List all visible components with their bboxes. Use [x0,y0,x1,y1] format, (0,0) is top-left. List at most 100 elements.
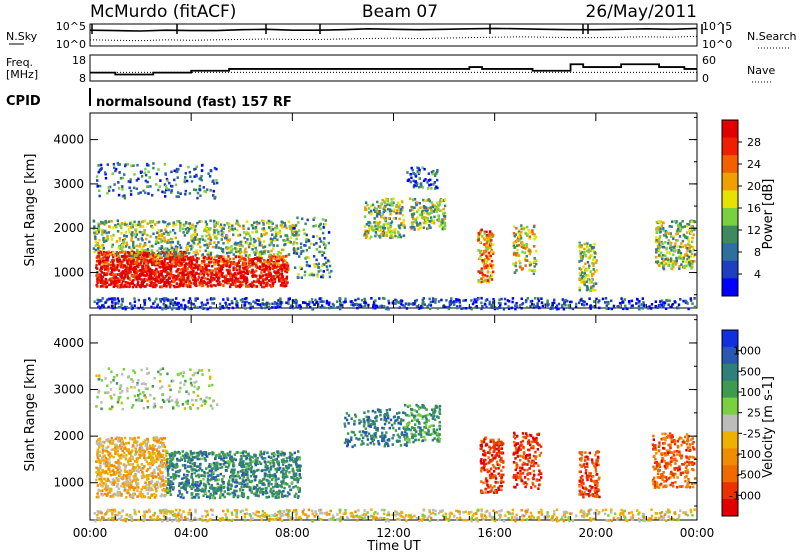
data-cell [190,247,193,251]
data-cell [400,223,403,227]
data-cell [488,276,492,279]
data-cell [119,284,122,287]
data-cell [289,225,293,228]
data-cell [254,253,257,256]
data-cell [657,240,660,244]
data-cell [500,297,503,301]
data-cell [419,306,422,310]
data-cell [412,185,416,189]
data-cell [180,254,183,257]
data-cell [133,300,137,303]
data-cell [133,173,136,176]
data-cell [689,227,692,231]
data-cell [214,284,217,287]
data-cell [243,249,247,253]
data-cell [209,169,212,172]
data-cell [424,178,427,181]
data-cell [239,270,242,273]
data-cell [272,247,275,250]
data-cell [481,235,484,238]
data-cell [104,462,107,466]
data-cell [490,303,493,307]
data-cell [403,224,406,227]
data-cell [121,297,124,301]
data-cell [111,448,115,451]
data-cell [491,252,495,255]
data-cell [192,278,195,282]
noise-series-line [89,27,698,32]
data-cell [151,220,155,223]
data-cell [237,280,240,283]
data-cell [168,260,172,263]
data-cell [262,262,265,266]
data-cell [188,192,192,195]
data-cell [485,265,488,268]
data-cell [218,281,221,284]
data-cell [583,283,586,287]
data-cell [302,301,305,304]
data-cell [480,307,483,311]
data-cell [156,263,160,267]
data-cell [141,266,144,270]
data-cell [238,244,241,248]
data-cell [141,271,144,275]
data-cell [370,204,373,208]
data-cell [104,483,108,486]
data-cell [527,248,531,251]
data-cell [323,243,326,246]
data-cell [511,297,515,300]
data-cell [234,241,237,245]
data-cell [282,284,285,288]
data-cell [114,224,117,227]
data-cell [287,302,290,306]
data-cell [112,162,116,166]
data-cell [664,232,667,236]
data-cell [367,229,371,233]
data-cell [178,220,181,223]
data-cell [662,233,666,237]
data-cell [139,285,142,289]
data-cell [106,477,109,481]
data-cell [127,441,130,445]
data-cell [116,263,119,267]
data-cell [152,162,155,165]
data-cell [222,255,225,259]
data-cell [409,302,412,306]
data-cell [236,221,239,224]
freq-right-tick: 0 [702,72,709,85]
data-cell [285,277,288,280]
data-cell [204,239,207,243]
data-cell [442,207,445,211]
data-cell [106,272,109,275]
data-cell [285,279,288,282]
data-cell [131,223,135,227]
data-cell [117,459,120,462]
data-cell [105,221,108,224]
data-cell [437,207,440,210]
data-cell [483,232,486,235]
data-cell [270,249,273,253]
data-cell [131,463,134,466]
data-cell [486,279,490,282]
data-cell [256,222,259,226]
data-cell [200,164,204,167]
data-cell [417,208,420,212]
data-cell [247,285,250,288]
data-cell [672,246,676,249]
data-cell [133,297,136,300]
data-cell [196,191,200,195]
data-cell [378,234,381,238]
data-cell [427,227,430,230]
data-cell [152,302,155,305]
data-cell [244,254,247,257]
data-cell [152,437,155,441]
data-cell [190,267,194,271]
data-cell [419,213,422,217]
data-cell [533,269,536,272]
data-cell [533,265,536,268]
data-cell [104,282,107,286]
data-cell [192,241,195,244]
data-cell [279,302,282,306]
data-cell [534,235,538,239]
data-cell [145,484,148,487]
